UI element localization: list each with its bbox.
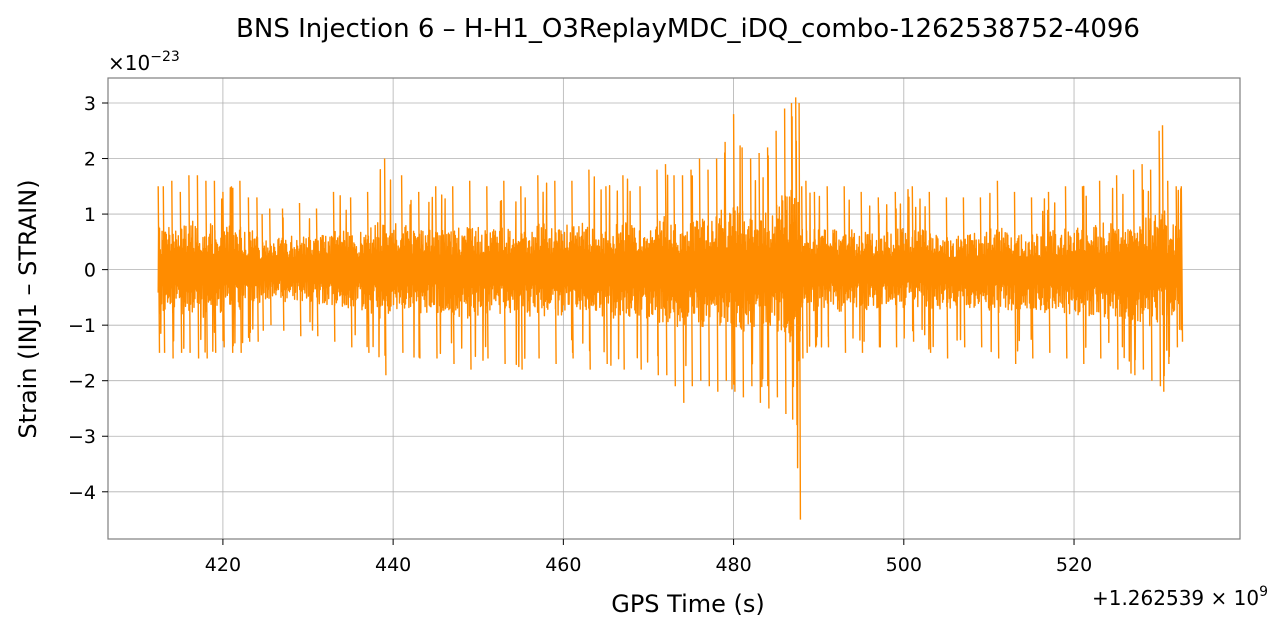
chart-title: BNS Injection 6 – H-H1_O3ReplayMDC_iDQ_c… (236, 14, 1140, 44)
x-tick-label: 460 (545, 554, 581, 576)
x-tick-label: 480 (715, 554, 751, 576)
y-tick-label: 2 (84, 149, 96, 171)
y-tick-label: 0 (84, 260, 96, 282)
y-axis-label: Strain (INJ1 – STRAIN) (14, 179, 42, 438)
x-ticks: 420 440 460 480 500 520 (205, 539, 1092, 576)
x-offset-text: +1.262539 × 109 (1092, 584, 1268, 610)
y-tick-label: 3 (84, 93, 96, 115)
x-tick-label: 520 (1056, 554, 1092, 576)
strain-series-line (157, 97, 1184, 520)
series-group (157, 97, 1184, 520)
y-tick-label: −2 (68, 371, 96, 393)
y-tick-label: −4 (68, 482, 96, 504)
y-scale-text: ×10−23 (108, 49, 180, 75)
x-tick-label: 500 (886, 554, 922, 576)
y-tick-label: −3 (68, 426, 96, 448)
x-tick-label: 440 (375, 554, 411, 576)
x-tick-label: 420 (205, 554, 241, 576)
y-tick-label: 1 (84, 204, 96, 226)
plot-frame (107, 77, 1241, 540)
x-axis-label: GPS Time (s) (611, 590, 765, 618)
y-ticks: −4 −3 −2 −1 0 1 2 3 (68, 93, 108, 504)
y-tick-label: −1 (68, 315, 96, 337)
